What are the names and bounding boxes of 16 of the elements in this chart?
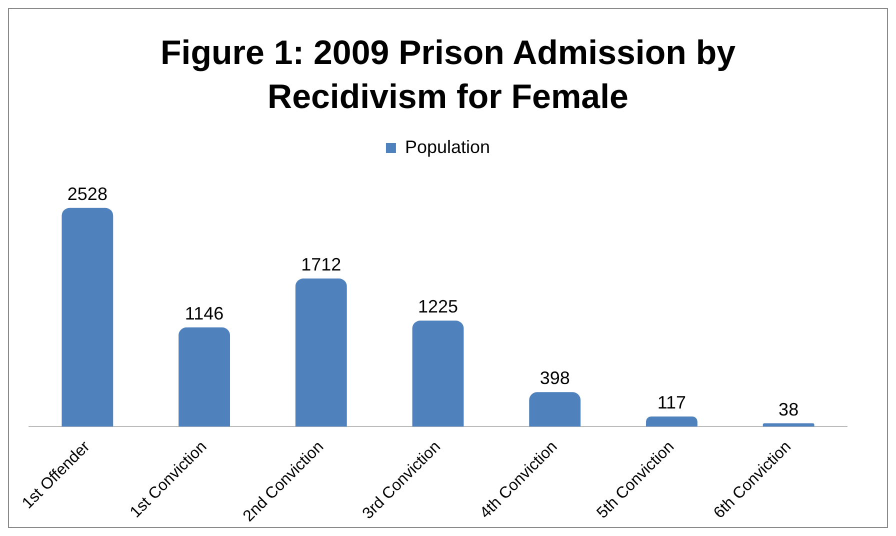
data-label: 1712 xyxy=(301,254,342,274)
data-label: 398 xyxy=(540,368,570,388)
data-label: 38 xyxy=(778,399,799,420)
data-label: 1146 xyxy=(184,303,224,324)
bar xyxy=(646,416,698,427)
bar xyxy=(178,327,230,427)
data-label: 1225 xyxy=(418,296,458,317)
data-label: 117 xyxy=(657,392,686,412)
bar xyxy=(529,392,581,427)
data-label: 2528 xyxy=(67,184,108,204)
bar xyxy=(762,423,814,427)
legend-label: Population xyxy=(404,136,490,157)
bar xyxy=(62,208,114,427)
bar xyxy=(412,320,464,427)
chart-title: Figure 1: 2009 Prison Admission by Recidivism for Female xyxy=(159,33,736,118)
bar xyxy=(295,278,347,427)
